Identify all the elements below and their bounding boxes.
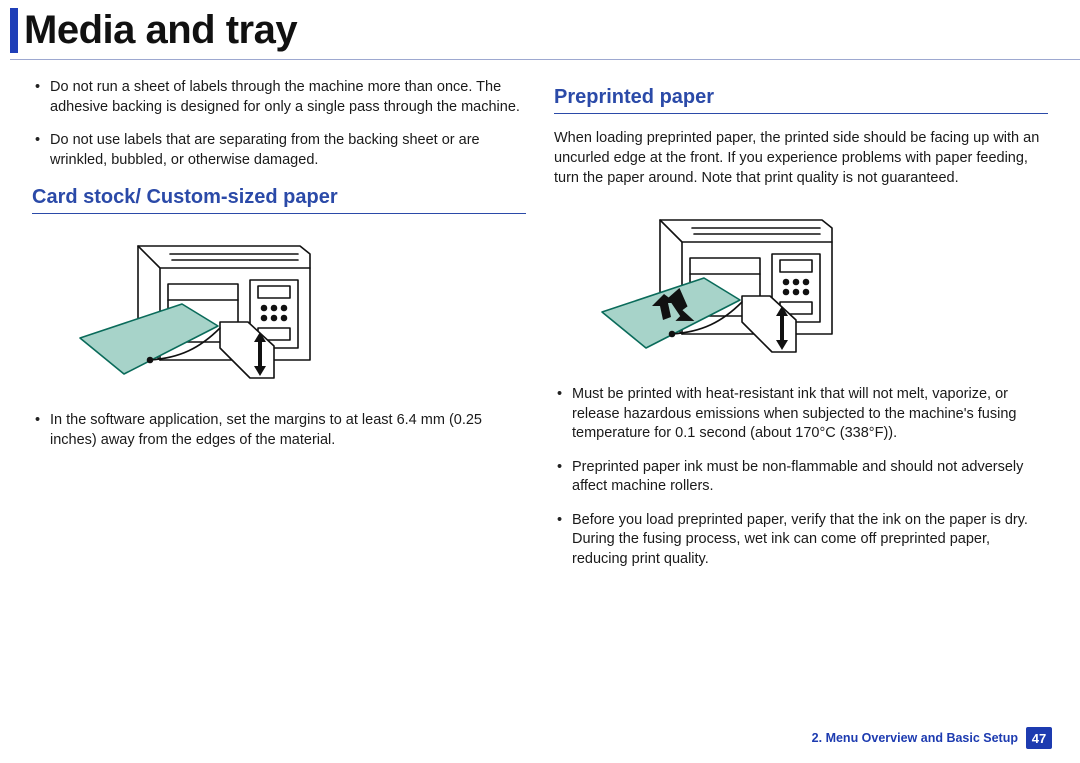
printer-diagram-icon (50, 228, 340, 388)
content-columns: Do not run a sheet of labels through the… (0, 60, 1080, 586)
label-warnings-list: Do not run a sheet of labels through the… (32, 78, 526, 170)
preprinted-intro: When loading preprinted paper, the print… (554, 128, 1048, 188)
section-underline (32, 213, 526, 214)
preprinted-illustration (572, 202, 1048, 367)
cardstock-notes-list: In the software application, set the mar… (32, 411, 526, 450)
section-underline (554, 113, 1048, 114)
right-column: Preprinted paper When loading preprinted… (554, 78, 1048, 586)
title-area: Media and tray (0, 0, 1080, 60)
cardstock-illustration (50, 228, 526, 393)
title-bar: Media and tray (10, 8, 1080, 53)
preprinted-notes-list: Must be printed with heat-resistant ink … (554, 385, 1048, 570)
list-item: Before you load preprinted paper, verify… (554, 511, 1048, 570)
list-item: Preprinted paper ink must be non-flammab… (554, 458, 1048, 497)
section-heading-cardstock: Card stock/ Custom-sized paper (32, 186, 526, 209)
page-footer: 2. Menu Overview and Basic Setup 47 (812, 727, 1052, 749)
list-item: In the software application, set the mar… (32, 411, 526, 450)
left-column: Do not run a sheet of labels through the… (32, 78, 526, 586)
list-item: Do not use labels that are separating fr… (32, 131, 526, 170)
list-item: Do not run a sheet of labels through the… (32, 78, 526, 117)
chapter-label: 2. Menu Overview and Basic Setup (812, 731, 1018, 745)
list-item: Must be printed with heat-resistant ink … (554, 385, 1048, 444)
page-title: Media and tray (24, 8, 1080, 53)
section-heading-preprinted: Preprinted paper (554, 86, 1048, 109)
printer-diagram-arrow-icon (572, 202, 862, 362)
page-number-badge: 47 (1026, 727, 1052, 749)
